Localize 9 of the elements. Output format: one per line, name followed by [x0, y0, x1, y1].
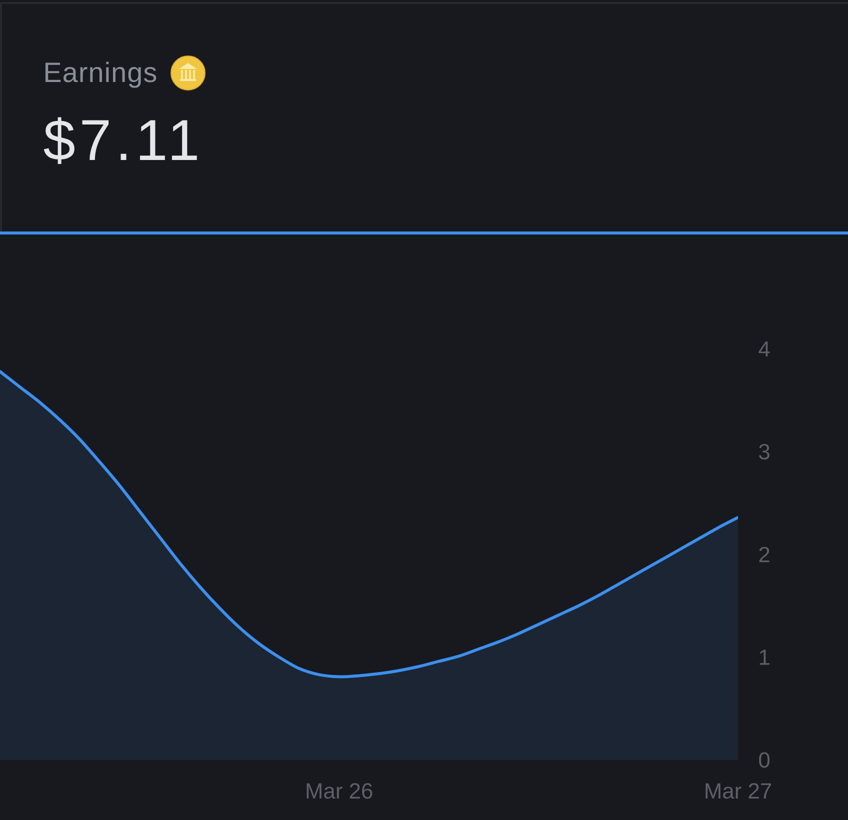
y-tick-label: 2 [759, 546, 770, 562]
x-tick-label: Mar 27 [706, 783, 771, 799]
chart-title: Earnings [45, 62, 156, 88]
chart-subtitle: $7.11 [44, 117, 197, 164]
y-tick-label: 0 [759, 752, 770, 768]
x-tick-label: Mar 26 [306, 783, 372, 799]
y-tick-label: 3 [759, 444, 770, 460]
y-tick-label: 4 [758, 341, 770, 357]
y-tick-label: 1 [760, 650, 770, 665]
